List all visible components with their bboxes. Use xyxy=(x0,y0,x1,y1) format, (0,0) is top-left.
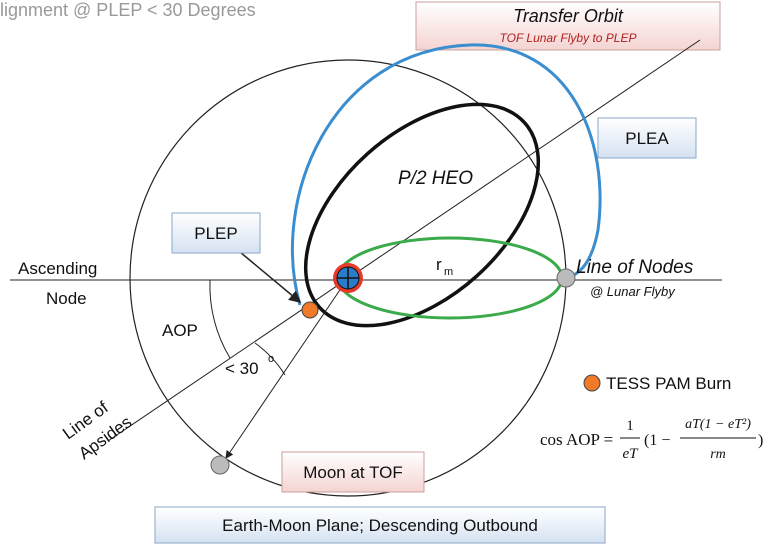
plane-box xyxy=(154,506,606,544)
formula-num1: 1 xyxy=(626,418,634,434)
formula-den1: eT xyxy=(623,446,640,462)
plep-box xyxy=(171,212,261,254)
burn-legend-dot xyxy=(583,374,601,392)
moon-point xyxy=(210,455,230,475)
flyby-label: @ Lunar Flyby xyxy=(590,284,676,299)
formula-close: ) xyxy=(758,432,763,449)
transfer-title: Transfer Orbit xyxy=(513,6,624,26)
moon-label: Moon at TOF xyxy=(303,463,403,482)
plane-label: Earth-Moon Plane; Descending Outbound xyxy=(222,516,538,535)
burn-label: TESS PAM Burn xyxy=(606,374,731,393)
formula-num2: aT(1 − eT²) xyxy=(685,417,751,432)
angle-arc xyxy=(254,342,286,376)
formula-open: (1 − xyxy=(644,432,670,449)
aop-arc xyxy=(209,279,231,359)
plea-label: PLEA xyxy=(625,129,669,148)
angle-label: < 30 xyxy=(225,359,259,378)
r-sub-label: m xyxy=(444,266,453,278)
formula-den2: rm xyxy=(710,447,726,462)
transfer-orbit xyxy=(291,43,602,306)
moon-box xyxy=(281,451,425,493)
degree-label: o xyxy=(268,353,274,365)
ascending-label: Ascending xyxy=(18,259,97,278)
burn-point xyxy=(301,301,319,319)
moon-arrow xyxy=(225,277,349,459)
heo-label: P/2 HEO xyxy=(398,168,473,189)
plep-label: PLEP xyxy=(194,224,237,243)
flyby-point xyxy=(556,268,576,288)
transfer-subtitle: TOF Lunar Flyby to PLEP xyxy=(500,31,637,45)
r-label: r xyxy=(436,255,442,274)
earth-cross xyxy=(337,267,359,289)
aop-label: AOP xyxy=(162,321,198,340)
formula-lhs: cos AOP = xyxy=(540,430,613,449)
transfer-box xyxy=(415,1,721,51)
plea-box xyxy=(597,117,697,159)
node-label: Node xyxy=(46,289,87,308)
title: lignment @ PLEP < 30 Degrees xyxy=(0,0,256,20)
moon-ellipse xyxy=(336,236,564,320)
nodes-label: Line of Nodes xyxy=(576,257,694,278)
plep-arrow xyxy=(239,251,302,303)
heo-orbit xyxy=(303,102,541,328)
